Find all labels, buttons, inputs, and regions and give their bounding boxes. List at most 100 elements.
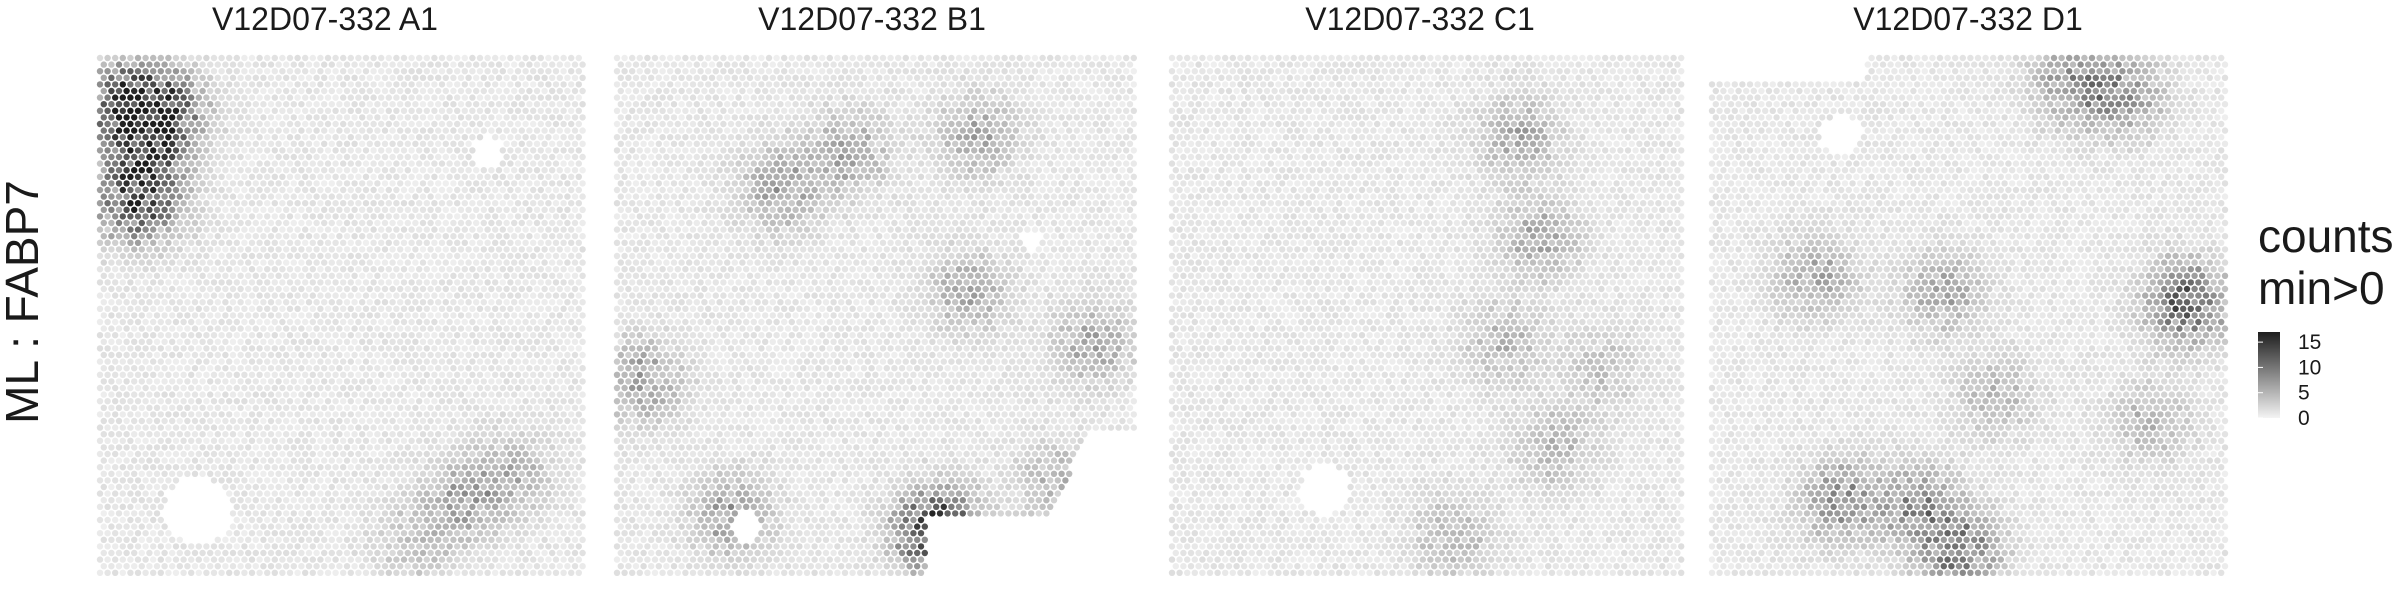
spot [321, 510, 328, 517]
spot [381, 365, 389, 372]
spot [271, 305, 278, 312]
spot [172, 252, 180, 260]
spot [446, 279, 453, 286]
spot [484, 477, 491, 484]
spot [530, 411, 537, 418]
spot [480, 391, 487, 398]
spot [119, 279, 127, 286]
spot [199, 391, 206, 398]
spot [112, 437, 119, 444]
spot [511, 325, 518, 332]
spot [123, 193, 130, 200]
spot [142, 384, 149, 392]
spot [195, 358, 202, 365]
spot [226, 292, 233, 299]
spot [305, 417, 313, 425]
spot [465, 180, 472, 187]
spot [264, 213, 271, 220]
spot [343, 233, 351, 240]
spot [218, 200, 225, 207]
spot [165, 477, 172, 484]
spot [252, 391, 259, 398]
spot [378, 147, 385, 154]
spot [165, 450, 172, 458]
spot [336, 444, 343, 451]
spot [119, 464, 127, 471]
spot [492, 318, 499, 326]
spot [526, 365, 533, 372]
spot [233, 437, 240, 444]
spot [169, 61, 176, 68]
spot [157, 160, 164, 167]
spot [324, 371, 332, 378]
spot [340, 332, 347, 339]
spot [283, 61, 290, 68]
spot [184, 351, 191, 359]
spot [473, 523, 480, 530]
spot [210, 252, 218, 260]
spot [298, 325, 305, 332]
spot [226, 543, 233, 550]
spot [150, 477, 157, 484]
spot [290, 259, 297, 266]
spot [233, 450, 240, 458]
spot [260, 417, 267, 425]
spot [560, 332, 567, 339]
spot [138, 312, 145, 319]
spot [511, 312, 518, 319]
spot [336, 114, 343, 121]
spot [400, 411, 408, 418]
spot [381, 483, 389, 491]
spot [556, 365, 563, 372]
spot [176, 312, 183, 319]
spot [560, 530, 567, 537]
spot [336, 74, 343, 82]
spot [104, 226, 111, 233]
spot [575, 94, 582, 101]
spot [446, 503, 453, 510]
spot [393, 477, 400, 484]
spot [226, 173, 233, 180]
spot [419, 444, 427, 451]
spot [518, 74, 525, 82]
spot [533, 299, 541, 306]
spot [252, 470, 259, 477]
spot [96, 530, 104, 537]
spot [378, 411, 385, 418]
spot [359, 272, 366, 279]
spot [503, 233, 510, 240]
spot [283, 101, 290, 108]
spot [260, 457, 267, 464]
spot [252, 563, 259, 570]
spot [134, 239, 142, 246]
spot [378, 305, 385, 312]
spot [275, 549, 282, 557]
spot [423, 94, 430, 101]
spot [431, 384, 438, 392]
spot [104, 371, 111, 378]
spot [218, 94, 225, 101]
spot [317, 371, 324, 378]
spot [191, 246, 199, 253]
spot [176, 299, 183, 306]
spot [267, 206, 275, 213]
spot [541, 325, 548, 332]
spot [210, 411, 218, 418]
spot [229, 272, 237, 279]
spot [480, 219, 487, 227]
spot [476, 94, 484, 101]
spot [157, 450, 164, 458]
spot [541, 497, 548, 504]
spot [309, 147, 316, 154]
spot [222, 219, 229, 227]
spot [480, 483, 487, 491]
spot [393, 398, 400, 405]
spot [408, 530, 415, 537]
spot [556, 153, 563, 161]
spot [245, 233, 252, 240]
spot [169, 153, 176, 161]
spot [161, 457, 168, 464]
spot [283, 167, 290, 174]
spot [541, 351, 548, 359]
spot [256, 226, 263, 233]
